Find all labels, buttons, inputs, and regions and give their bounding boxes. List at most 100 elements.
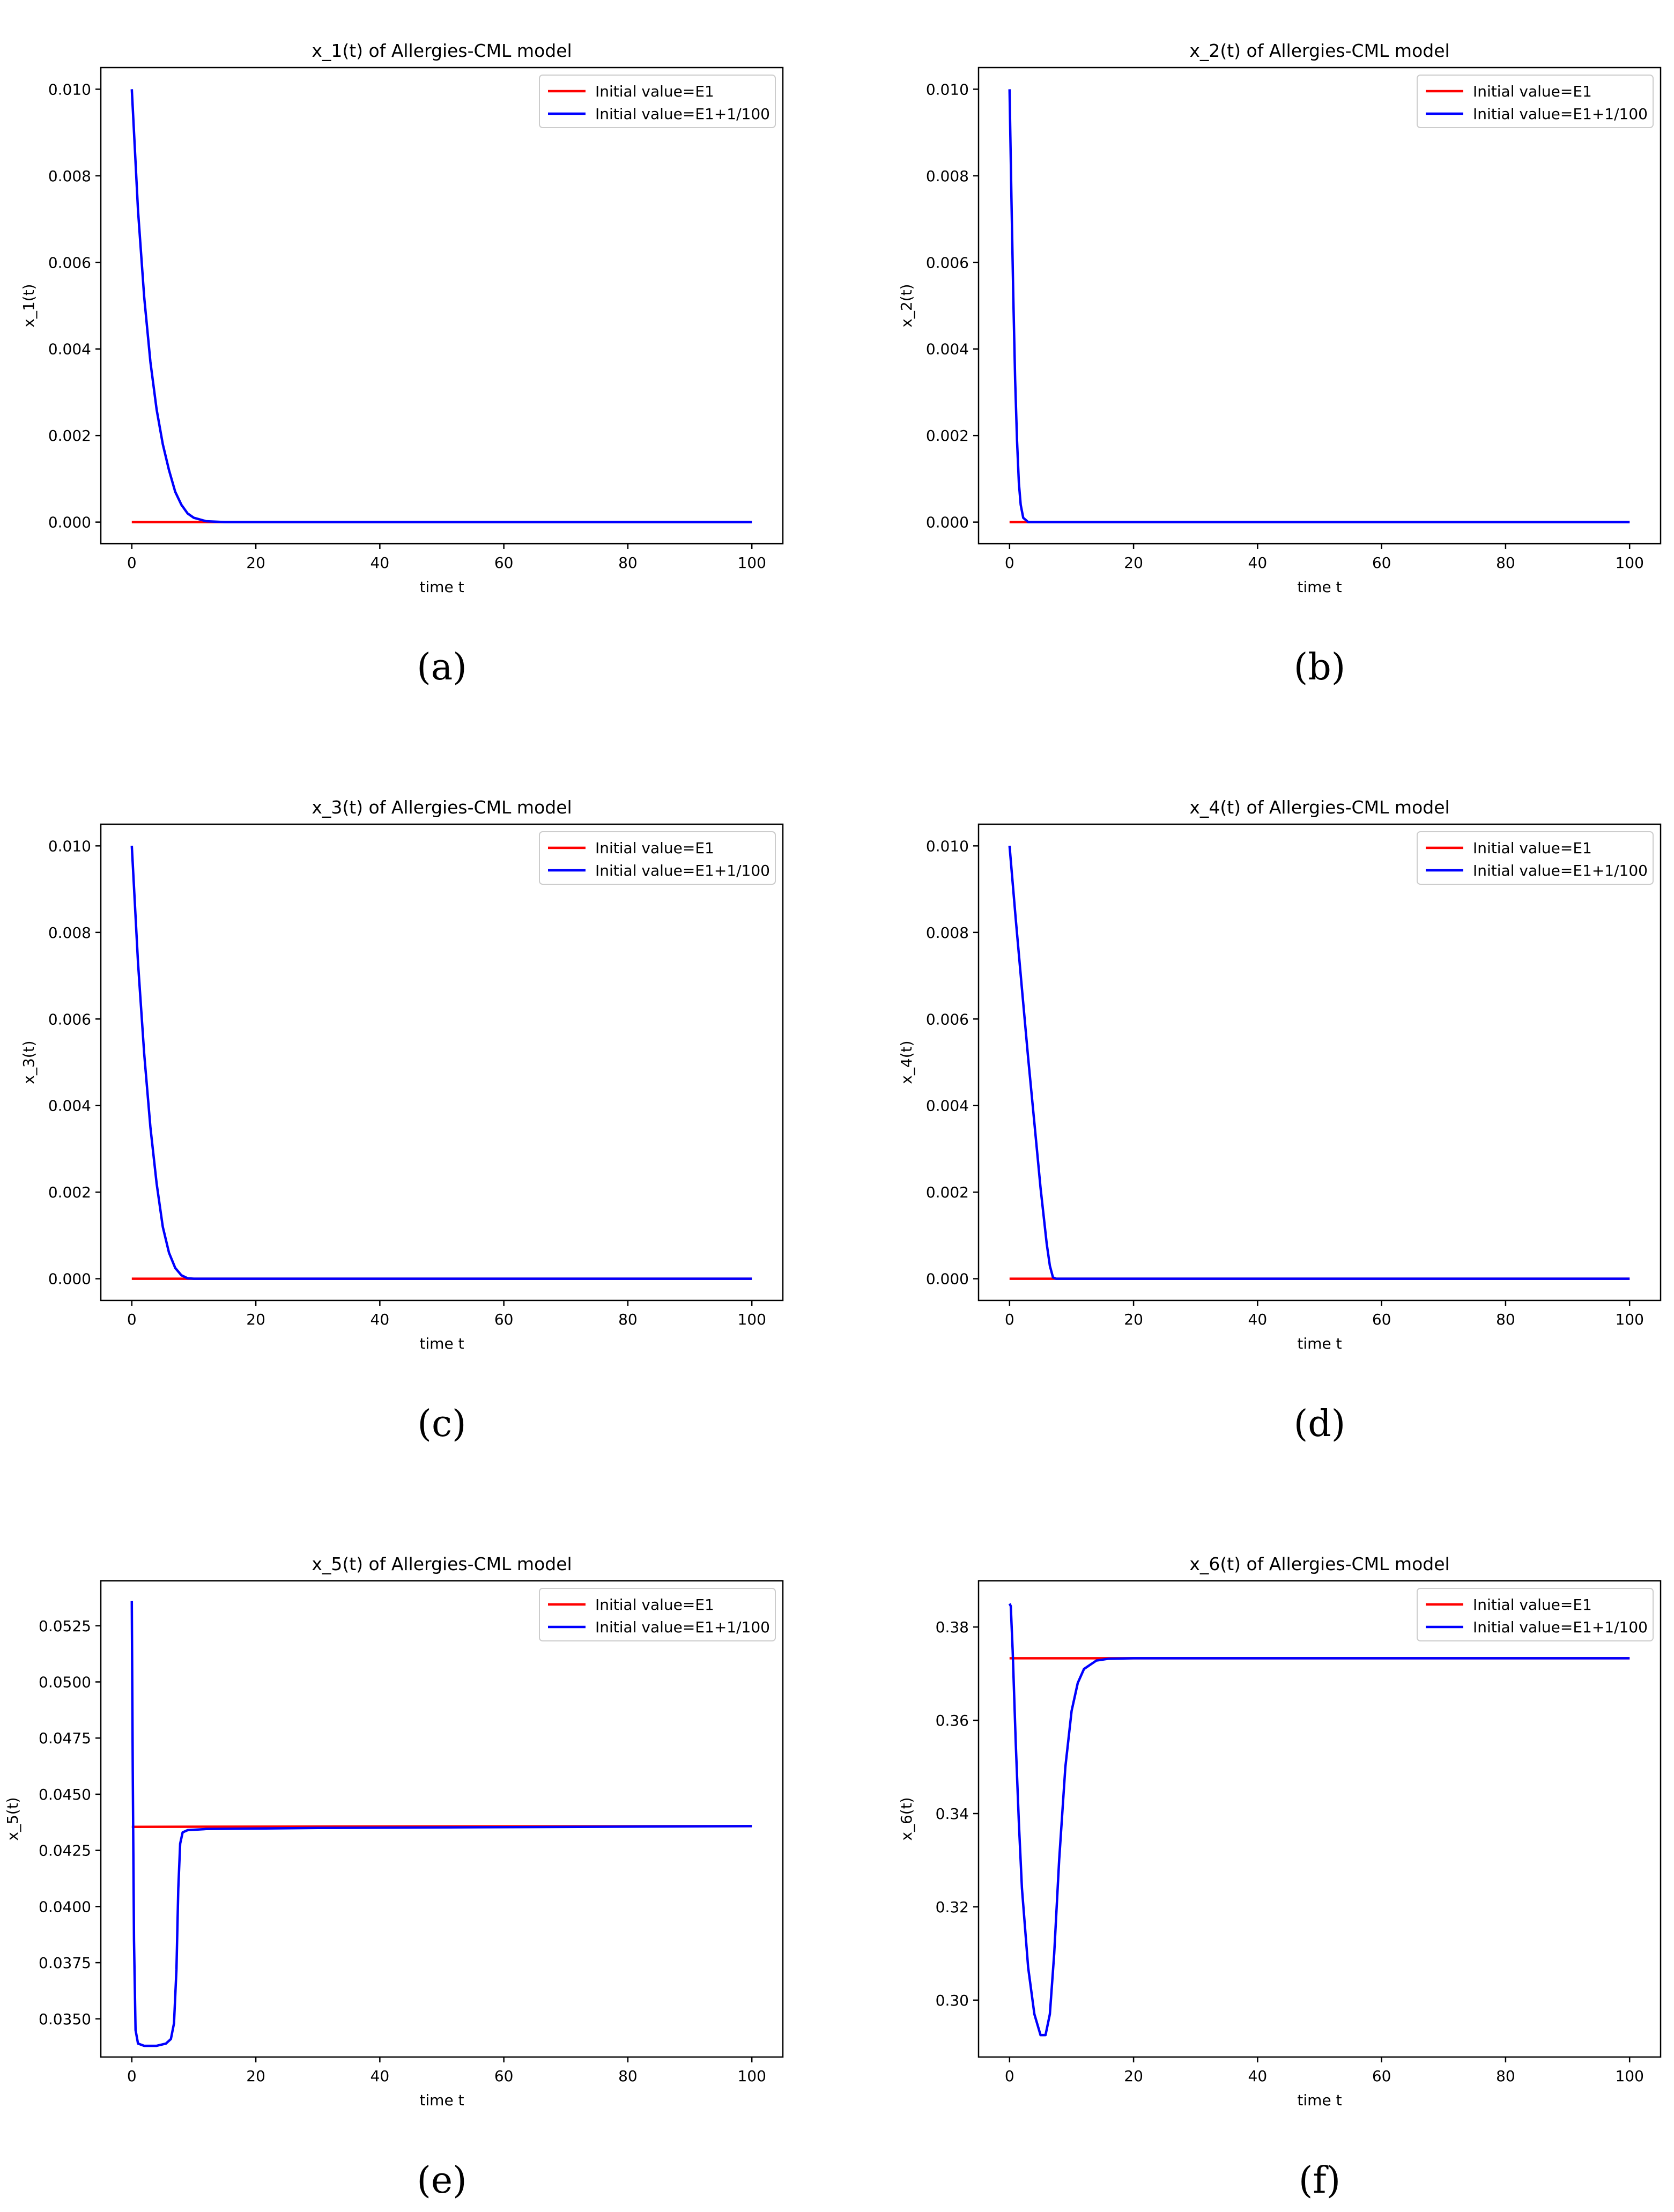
y-tick-label: 0.0525 xyxy=(39,1617,91,1635)
axes-frame xyxy=(100,66,784,545)
legend-label: Initial value=E1+1/100 xyxy=(1473,862,1648,879)
axes-frame xyxy=(977,1580,1662,2058)
legend: Initial value=E1 Initial value=E1+1/100 xyxy=(1417,75,1654,128)
chart-panel-4: x_4(t) of Allergies-CML model 0 20 40 60 80 10… xyxy=(898,797,1662,1445)
chart-title: x_1(t) of Allergies-CML model xyxy=(312,40,572,61)
x-axis-label: time t xyxy=(1297,1335,1342,1352)
y-tick-label: 0.004 xyxy=(926,1097,969,1115)
x-axis-label: time t xyxy=(419,1335,464,1352)
panel-caption: (d) xyxy=(1294,1403,1346,1445)
y-tick-label: 0.0425 xyxy=(39,1842,91,1860)
x-tick-label: 100 xyxy=(1615,554,1643,572)
y-tick-label: 0.010 xyxy=(48,80,91,98)
chart-title: x_3(t) of Allergies-CML model xyxy=(312,797,572,818)
y-tick-label: 0.006 xyxy=(48,1010,91,1028)
y-tick-label: 0.30 xyxy=(936,1992,969,2009)
x-tick-label: 100 xyxy=(737,554,766,572)
y-tick-label: 0.010 xyxy=(926,837,969,855)
x-tick-label: 80 xyxy=(1496,1311,1515,1328)
legend: Initial value=E1 Initial value=E1+1/100 xyxy=(539,75,776,128)
legend-label: Initial value=E1 xyxy=(595,1596,714,1614)
x-tick-label: 40 xyxy=(1248,554,1268,572)
series-group xyxy=(130,846,752,1280)
y-tick-label: 0.0500 xyxy=(39,1673,91,1691)
legend: Initial value=E1 Initial value=E1+1/100 xyxy=(1417,1588,1654,1641)
x-axis-label: time t xyxy=(419,578,464,596)
y-axis-label: x_5(t) xyxy=(4,1797,21,1840)
y-tick-label: 0.008 xyxy=(48,924,91,942)
y-tick-label: 0.000 xyxy=(48,514,91,531)
x-axis-label: time t xyxy=(1297,2091,1342,2109)
y-tick-label: 0.002 xyxy=(48,1183,91,1201)
x-tick-label: 40 xyxy=(371,1311,390,1328)
legend-box xyxy=(1417,831,1654,885)
y-tick-label: 0.000 xyxy=(48,1270,91,1288)
x-tick-label: 100 xyxy=(737,2067,766,2085)
x-tick-label: 80 xyxy=(1496,554,1515,572)
series-line-perturbed xyxy=(130,89,752,523)
y-tick-label: 0.32 xyxy=(936,1898,969,1916)
x-tick-label: 40 xyxy=(1248,2067,1268,2085)
series-group xyxy=(130,89,752,523)
y-axis-label: x_3(t) xyxy=(20,1040,38,1084)
chart-panel-3: x_3(t) of Allergies-CML model 0 20 40 60 80 10… xyxy=(20,797,784,1445)
axes-frame xyxy=(977,823,1662,1301)
series-group xyxy=(1008,89,1630,523)
x-axis-label: time t xyxy=(1297,578,1342,596)
x-tick-label: 20 xyxy=(1124,1311,1143,1328)
legend-label: Initial value=E1+1/100 xyxy=(595,1618,770,1636)
legend-box xyxy=(539,1588,776,1641)
legend: Initial value=E1 Initial value=E1+1/100 xyxy=(1417,831,1654,885)
series-line-perturbed xyxy=(1008,846,1630,1280)
x-tick-label: 20 xyxy=(1124,554,1143,572)
legend-label: Initial value=E1+1/100 xyxy=(1473,105,1648,123)
y-axis-label: x_1(t) xyxy=(20,284,38,327)
legend-label: Initial value=E1+1/100 xyxy=(595,862,770,879)
chart-panel-1: x_1(t) of Allergies-CML model 0 20 40 60 80 10… xyxy=(20,40,784,689)
series-group xyxy=(1008,1603,1630,2037)
panel-caption: (b) xyxy=(1294,646,1346,689)
y-tick-label: 0.000 xyxy=(926,1270,969,1288)
y-axis-label: x_2(t) xyxy=(898,284,915,327)
x-tick-label: 60 xyxy=(494,554,514,572)
y-tick-label: 0.002 xyxy=(926,1183,969,1201)
y-tick-label: 0.0400 xyxy=(39,1898,91,1915)
x-tick-label: 80 xyxy=(1496,2067,1515,2085)
x-tick-label: 100 xyxy=(1615,2067,1643,2085)
y-tick-label: 0.010 xyxy=(926,80,969,98)
y-tick-label: 0.004 xyxy=(48,341,91,358)
y-tick-label: 0.004 xyxy=(48,1097,91,1115)
legend-label: Initial value=E1 xyxy=(1473,839,1592,857)
y-tick-label: 0.004 xyxy=(926,341,969,358)
legend: Initial value=E1 Initial value=E1+1/100 xyxy=(539,831,776,885)
chart-panel-6: x_6(t) of Allergies-CML model 0 20 40 60 80 10… xyxy=(898,1553,1662,2202)
x-tick-label: 0 xyxy=(1005,1311,1014,1328)
x-axis-label: time t xyxy=(419,2091,464,2109)
chart-panel-5: x_5(t) of Allergies-CML model 0 20 40 60 80 10… xyxy=(4,1553,784,2202)
series-group xyxy=(130,1601,752,2047)
y-tick-label: 0.000 xyxy=(926,514,969,531)
x-tick-label: 20 xyxy=(246,1311,265,1328)
x-tick-label: 20 xyxy=(246,554,265,572)
axes-frame xyxy=(100,1580,784,2058)
x-tick-label: 60 xyxy=(1372,1311,1391,1328)
x-tick-label: 80 xyxy=(618,554,638,572)
chart-title: x_4(t) of Allergies-CML model xyxy=(1189,797,1449,818)
x-tick-label: 0 xyxy=(1005,554,1014,572)
panel-caption: (c) xyxy=(417,1403,466,1445)
legend-label: Initial value=E1 xyxy=(1473,1596,1592,1614)
y-tick-label: 0.0450 xyxy=(39,1786,91,1803)
y-tick-label: 0.010 xyxy=(48,837,91,855)
panel-caption: (f) xyxy=(1299,2159,1340,2202)
y-axis-label: x_4(t) xyxy=(898,1040,915,1084)
x-tick-label: 40 xyxy=(1248,1311,1268,1328)
x-tick-label: 80 xyxy=(618,2067,638,2085)
y-axis-label: x_6(t) xyxy=(898,1797,915,1840)
legend-box xyxy=(1417,1588,1654,1641)
x-tick-label: 100 xyxy=(1615,1311,1643,1328)
x-tick-label: 0 xyxy=(1005,2067,1014,2085)
x-tick-label: 60 xyxy=(1372,554,1391,572)
x-tick-label: 60 xyxy=(494,1311,514,1328)
y-tick-label: 0.0375 xyxy=(39,1954,91,1972)
